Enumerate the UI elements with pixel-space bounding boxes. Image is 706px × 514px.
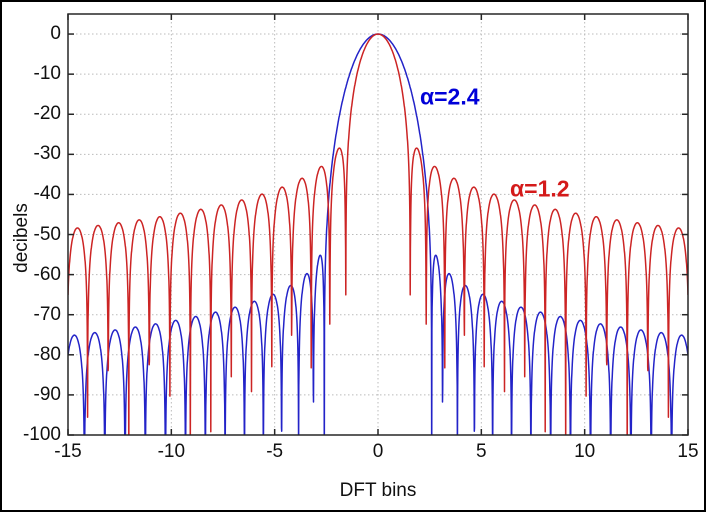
grid: [68, 14, 688, 435]
y-tick-label: -100: [22, 424, 61, 445]
y-tick-label: -60: [33, 263, 61, 285]
axis-frame: [67, 13, 689, 436]
y-tick-label: -70: [33, 303, 61, 325]
x-tick-label: 10: [574, 441, 596, 462]
y-tick-label: -30: [33, 143, 61, 165]
annotation-alpha-2-4: α=2.4: [419, 83, 480, 110]
y-axis-label: decibels: [11, 202, 32, 273]
y-tick-label: -80: [33, 343, 61, 365]
y-tick-label: -90: [33, 383, 61, 405]
x-tick-label: -15: [54, 441, 82, 462]
y-tick-label: 0: [50, 23, 61, 45]
annotation-alpha-1-2: α=1.2: [510, 175, 570, 202]
x-axis-label: DFT bins: [339, 480, 417, 501]
y-tick-label: -50: [33, 223, 61, 245]
x-tick-label: 0: [372, 441, 384, 462]
x-tick-label: -5: [266, 441, 284, 462]
y-tick-label: -40: [33, 183, 61, 205]
x-tick-label: 15: [677, 441, 699, 462]
x-tick-label: 5: [476, 441, 487, 462]
curves: [68, 33, 688, 435]
y-tick-label: -10: [33, 63, 61, 85]
y-tick-label: -20: [33, 103, 61, 125]
x-tick-label: -10: [157, 441, 186, 462]
curve-alpha=1.2: [68, 33, 688, 435]
